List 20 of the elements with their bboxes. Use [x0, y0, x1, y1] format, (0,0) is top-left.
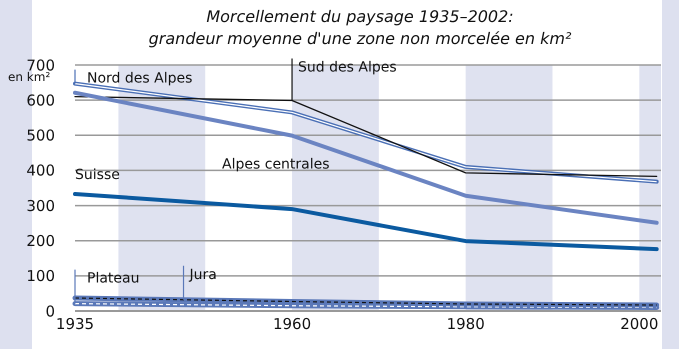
x-tick-label: 1980 [446, 315, 485, 333]
chart-subtitle: grandeur moyenne d'une zone non morcelée en km² [148, 29, 572, 48]
y-tick-label: 600 [26, 91, 55, 110]
legend-label: Nord des Alpes [87, 70, 192, 87]
series-label: Sud des Alpes [298, 59, 397, 76]
series-label: Plateau [87, 270, 140, 287]
y-tick-label: 300 [26, 196, 55, 215]
series-label: Alpes centrales [222, 156, 330, 173]
x-tick-label: 2000 [620, 315, 658, 333]
x-tick-label: 1935 [56, 315, 94, 333]
y-axis-title: en km² [8, 70, 50, 84]
y-tick-label: 400 [26, 162, 55, 180]
y-tick-label: 500 [26, 126, 55, 145]
y-tick-label: 200 [26, 232, 55, 250]
x-tick-label: 1960 [272, 315, 312, 333]
y-tick-label: 0 [45, 302, 55, 320]
chart-title: Morcellement du paysage 1935–2002: [206, 7, 514, 26]
y-tick-label: 100 [26, 267, 55, 286]
series-label: Jura [188, 266, 217, 283]
series-label: Suisse [75, 166, 120, 183]
